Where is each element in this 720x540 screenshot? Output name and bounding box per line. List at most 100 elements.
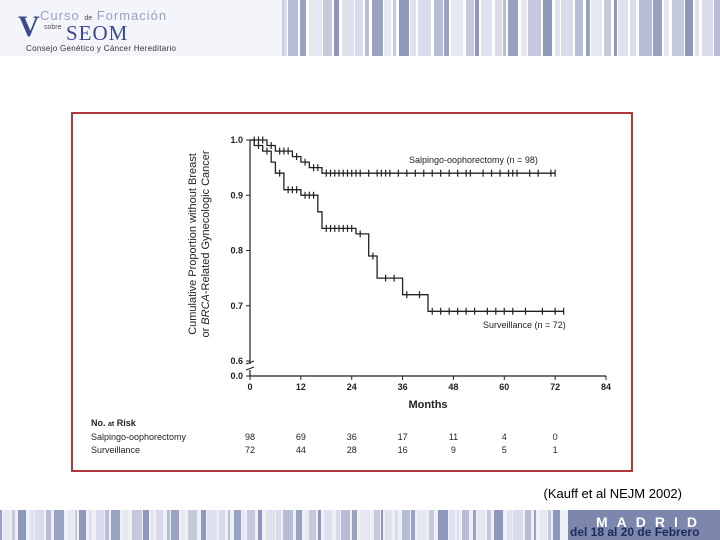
header-stripe: [664, 0, 669, 56]
y-tick-label: 0.6: [230, 356, 243, 366]
header-stripe: [410, 0, 416, 56]
footer-stripe: [352, 510, 357, 540]
logo-sobre: sobre: [44, 24, 62, 31]
footer-stripe: [167, 510, 170, 540]
footer-stripe: [525, 510, 531, 540]
footer-stripe: [324, 510, 332, 540]
footer-stripe: [156, 510, 163, 540]
header-stripe: [702, 0, 713, 56]
footer-stripe: [306, 510, 308, 540]
footer-stripe: [171, 510, 179, 540]
footer-stripe: [553, 510, 560, 540]
header-stripe: [475, 0, 479, 56]
header-stripe: [561, 0, 573, 56]
footer-stripe: [181, 510, 185, 540]
footer-stripe: [449, 510, 455, 540]
series-label-surveillance: Surveillance (n = 72): [483, 320, 566, 330]
header-stripe: [618, 0, 628, 56]
header-stripe: [543, 0, 552, 56]
footer-stripe: [438, 510, 448, 540]
footer-stripe: [395, 510, 398, 540]
risk-title-small: at: [108, 421, 115, 428]
x-axis-label: Months: [408, 399, 447, 411]
logo-de: de: [84, 15, 93, 22]
footer-stripe: [35, 510, 44, 540]
footer-dates: del 18 al 20 de Febrero: [570, 525, 700, 539]
footer-stripe: [242, 510, 245, 540]
y-tick-label: 0.9: [230, 190, 243, 200]
header-stripe: [685, 0, 693, 56]
footer-stripe: [477, 510, 485, 540]
logo-formacion: Formación: [96, 8, 168, 23]
x-tick-label: 36: [398, 382, 408, 392]
footer-stripe: [266, 510, 275, 540]
header-stripe: [434, 0, 443, 56]
footer-stripe: [201, 510, 206, 540]
risk-title-prefix: No.: [91, 418, 108, 428]
footer-city: MADRID: [596, 514, 706, 530]
footer-stripe: [462, 510, 469, 540]
footer-stripe: [151, 510, 153, 540]
risk-value: 4: [502, 432, 507, 442]
footer-stripe: [309, 510, 316, 540]
header-stripe: [481, 0, 492, 56]
y-axis-label-prefix: or: [200, 325, 212, 338]
footer-stripe: [381, 510, 383, 540]
series-line: [250, 139, 564, 312]
risk-value: 72: [245, 445, 255, 455]
header-stripe: [399, 0, 409, 56]
risk-value: 17: [398, 432, 408, 442]
footer-stripe: [3, 510, 10, 540]
risk-value: 9: [451, 445, 456, 455]
footer-stripe: [105, 510, 109, 540]
chart-frame: Cumulative Proportion without Breast or …: [71, 112, 633, 472]
header-stripe: [639, 0, 652, 56]
footer-panel: [568, 510, 720, 540]
footer-stripe: [540, 510, 547, 540]
footer-stripe: [276, 510, 281, 540]
x-tick-label: 84: [601, 382, 611, 392]
footer-stripe: [411, 510, 415, 540]
y-axis-label-line1: Cumulative Proportion without Breast: [187, 153, 199, 335]
citation-text: (Kauff et al NEJM 2002): [543, 486, 683, 501]
risk-value: 5: [502, 445, 507, 455]
header-stripe: [418, 0, 431, 56]
footer-stripe: [228, 510, 230, 540]
logo-title: Curso de Formación: [40, 8, 167, 23]
header-stripe: [355, 0, 363, 56]
x-tick-label: 48: [448, 382, 458, 392]
y-tick-label: 0.0: [230, 371, 243, 381]
risk-row-label-surveillance: Surveillance: [91, 445, 140, 455]
risk-value: 98: [245, 432, 255, 442]
footer-stripe: [402, 510, 410, 540]
footer-stripe: [296, 510, 302, 540]
footer-stripe: [494, 510, 503, 540]
header-stripe: [630, 0, 636, 56]
risk-value: 11: [449, 432, 458, 442]
footer-stripe: [46, 510, 51, 540]
footer-stripe: [219, 510, 225, 540]
footer-stripe: [258, 510, 262, 540]
header-stripe: [586, 0, 590, 56]
header-stripe: [575, 0, 583, 56]
header-stripe: [653, 0, 662, 56]
header-stripe: [614, 0, 617, 56]
footer-stripe: [374, 510, 380, 540]
footer-stripe: [548, 510, 551, 540]
header-stripe: [695, 0, 699, 56]
x-tick-label: 12: [296, 382, 306, 392]
header-stripe: [714, 0, 720, 56]
risk-value: 44: [296, 445, 306, 455]
footer-stripe: [336, 510, 340, 540]
footer-stripe: [111, 510, 120, 540]
y-axis-label-line2: or BRCA-Related Gynecologic Cancer: [200, 150, 212, 337]
header-stripe: [342, 0, 354, 56]
risk-value: 36: [347, 432, 357, 442]
footer-stripe: [54, 510, 64, 540]
y-tick-label: 0.7: [230, 301, 243, 311]
footer-stripe: [143, 510, 149, 540]
series-label-salpingo: Salpingo-oophorectomy (n = 98): [409, 155, 538, 165]
header-stripe: [521, 0, 527, 56]
y-axis-label: Cumulative Proportion without Breast or …: [187, 150, 212, 337]
footer-stripe: [417, 510, 426, 540]
